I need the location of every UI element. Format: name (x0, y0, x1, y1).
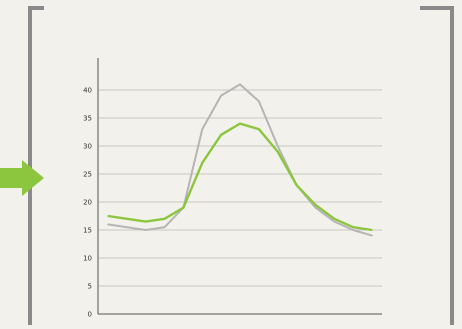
right-bracket (420, 6, 454, 325)
data-point (371, 234, 373, 237)
data-point (352, 226, 354, 228)
y-tick-label: 0 (88, 311, 92, 319)
data-point (182, 206, 185, 209)
data-point (258, 100, 260, 102)
series-lines (107, 83, 373, 237)
y-tick-label: 10 (83, 255, 92, 263)
data-point (163, 226, 166, 228)
y-axis: 0 5 10 15 20 25 30 35 40 (83, 58, 382, 319)
data-point (239, 122, 241, 125)
data-point (107, 215, 109, 217)
data-point (258, 128, 260, 130)
data-point (201, 162, 204, 164)
data-point (220, 94, 222, 97)
data-point (352, 229, 354, 231)
data-point (220, 134, 222, 136)
series-line-1 (107, 83, 373, 237)
series-line-2 (107, 122, 373, 232)
data-point (276, 145, 279, 147)
data-point (276, 150, 279, 153)
y-tick-label: 15 (83, 227, 92, 235)
y-tick-label: 25 (83, 171, 92, 179)
data-point (295, 184, 298, 186)
data-point (126, 218, 128, 220)
data-point (107, 223, 109, 226)
data-point (314, 204, 317, 206)
y-tick-label: 5 (88, 283, 92, 291)
left-arrow (0, 160, 44, 196)
y-tick-label: 30 (83, 143, 92, 151)
data-point (333, 218, 336, 220)
y-tick-label: 40 (83, 87, 92, 95)
data-point (144, 229, 147, 231)
data-point (126, 226, 128, 228)
y-tick-label: 35 (83, 115, 92, 123)
data-point (239, 83, 241, 86)
data-point (163, 218, 166, 220)
data-point (371, 229, 373, 231)
left-bracket (28, 6, 44, 325)
data-point (314, 206, 317, 209)
data-point (201, 128, 204, 130)
data-point (144, 220, 147, 223)
data-point (333, 220, 336, 223)
y-tick-label: 20 (83, 199, 92, 207)
